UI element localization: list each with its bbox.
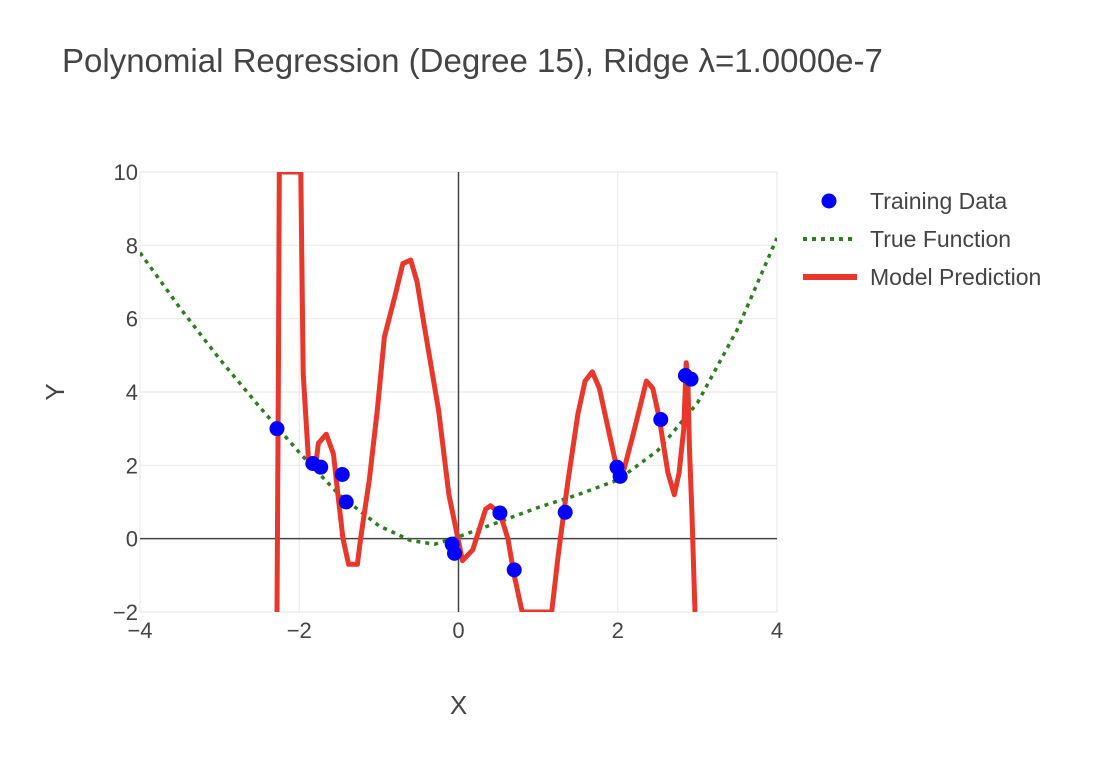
legend-marker-training-data [821,193,837,209]
data-point-training-data [269,421,285,437]
data-point-training-data [338,494,354,510]
data-point-training-data [313,459,329,475]
legend[interactable]: Training Data True Function Model Predic… [803,188,1041,290]
y-tick-label: 6 [126,307,138,332]
y-tick-labels: −2 0 2 4 6 8 10 [113,160,138,625]
chart-title: Polynomial Regression (Degree 15), Ridge… [62,42,883,79]
legend-item-true-function[interactable]: True Function [803,226,1011,252]
x-tick-labels: −4 −2 0 2 4 [127,618,783,643]
data-point-training-data [557,504,573,520]
y-tick-label: 2 [126,453,138,478]
legend-label-model-prediction: Model Prediction [870,264,1041,290]
y-tick-label: 8 [126,233,138,258]
y-tick-label: 4 [126,380,138,405]
y-tick-label: 0 [126,527,138,552]
data-point-training-data [612,468,628,484]
data-point-training-data [653,412,669,427]
y-axis-title: Y [40,383,70,400]
x-axis-title: X [450,690,467,720]
data-point-training-data [447,545,463,561]
data-point-training-data [334,467,350,482]
data-point-training-data [506,562,522,578]
marker-layer [269,368,699,578]
data-point-training-data [492,505,508,521]
legend-item-model-prediction[interactable]: Model Prediction [803,264,1041,290]
x-tick-label: 0 [452,618,464,643]
series-line-model-prediction [274,172,698,612]
legend-label-true-function: True Function [870,226,1011,252]
data-point-training-data [683,371,699,387]
y-tick-label: 10 [114,160,138,185]
x-tick-label: 4 [771,618,783,643]
legend-label-training-data: Training Data [870,188,1007,214]
legend-item-training-data[interactable]: Training Data [821,188,1008,214]
x-tick-label: 2 [612,618,624,643]
x-tick-label: −2 [287,618,312,643]
y-tick-label: −2 [113,600,138,625]
x-tick-label: −4 [127,618,152,643]
